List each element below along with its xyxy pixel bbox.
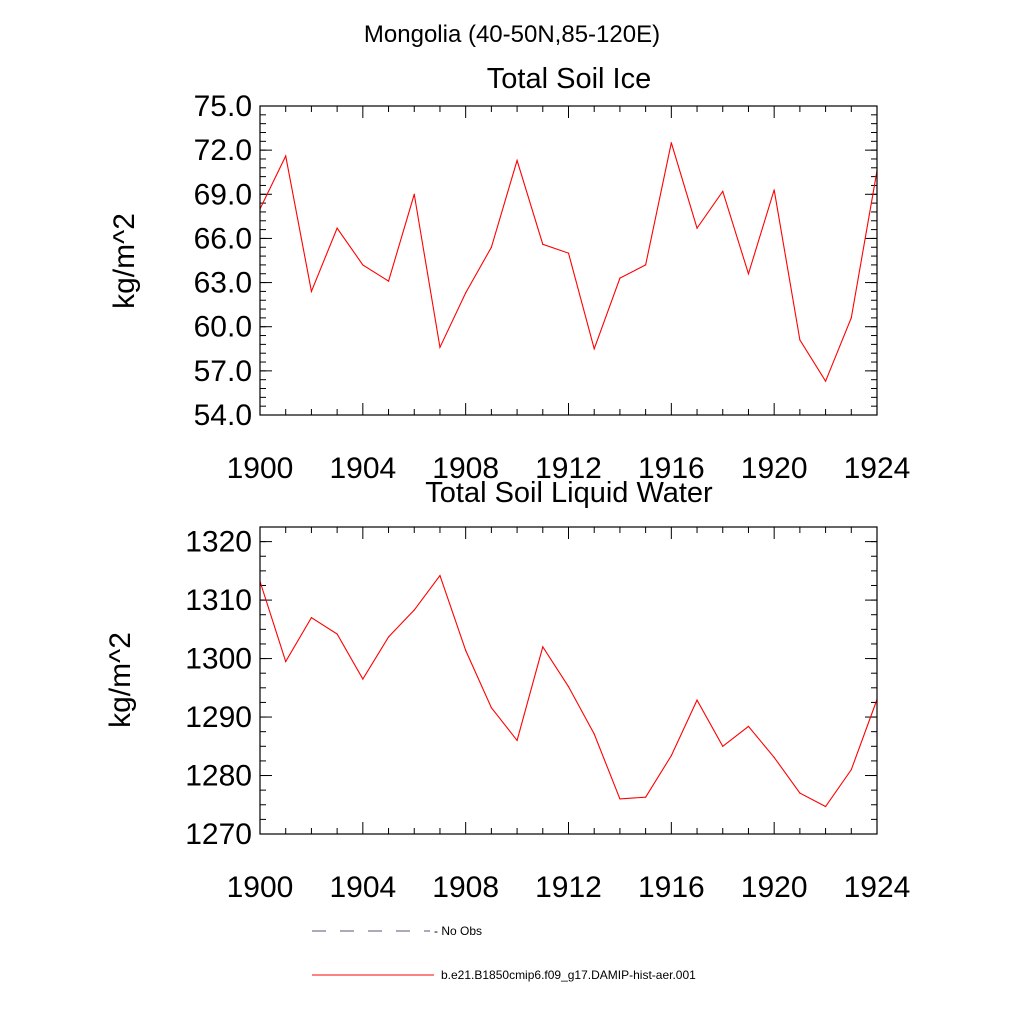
x-tick-label: 1920: [741, 871, 808, 904]
x-tick-label: 1916: [638, 452, 705, 485]
y-tick-label: 60.0: [194, 311, 252, 344]
data-point: [567, 252, 570, 254]
x-tick-label: 1908: [432, 452, 499, 485]
data-point: [490, 246, 492, 248]
data-point: [567, 686, 570, 688]
y-tick-label: 54.0: [194, 399, 252, 432]
legend-label-model: b.e21.B1850cmip6.f09_g17.DAMIP-hist-aer.…: [441, 968, 696, 982]
data-point: [747, 273, 750, 275]
data-point: [465, 292, 467, 294]
x-tick-label: 1912: [535, 452, 602, 485]
data-point: [645, 796, 647, 798]
x-tick-label: 1900: [227, 452, 294, 485]
y-tick-label: 63.0: [194, 267, 252, 300]
x-tick-label: 1920: [741, 452, 808, 485]
y-tick-label: 1270: [185, 818, 252, 851]
data-point: [490, 707, 492, 709]
y-tick-label: 69.0: [194, 178, 252, 211]
series-line: [259, 574, 878, 808]
figure-title: Mongolia (40-50N,85-120E): [364, 21, 660, 48]
x-tick-label: 1904: [329, 871, 396, 904]
x-tick-label: 1900: [227, 871, 294, 904]
panel-title: Total Soil Ice: [487, 63, 651, 95]
data-point: [285, 155, 287, 157]
y-tick-label: 1290: [185, 701, 252, 734]
data-point: [619, 798, 621, 800]
data-point: [362, 264, 364, 266]
data-point: [593, 733, 595, 735]
data-point: [439, 574, 441, 577]
data-point: [722, 745, 724, 747]
y-tick-label: 72.0: [194, 134, 252, 167]
x-tick-label: 1916: [638, 871, 705, 904]
data-point: [670, 755, 672, 757]
plot-frame: [259, 105, 878, 416]
data-point: [413, 193, 415, 195]
data-point: [619, 277, 621, 279]
soil-liquid-water-panel: Total Soil Liquid Water kg/m^2 1900 1904 1…: [104, 477, 910, 904]
panel-title: Total Soil Liquid Water: [425, 477, 713, 509]
data-point: [799, 339, 801, 341]
y-tick-label: 1310: [185, 584, 252, 617]
data-point: [824, 805, 827, 808]
data-point: [542, 243, 544, 245]
data-point: [310, 617, 313, 619]
data-point: [645, 264, 647, 266]
data-point: [285, 660, 287, 663]
data-point: [696, 699, 698, 701]
data-point: [696, 227, 698, 229]
data-point: [413, 609, 415, 611]
y-tick-label: 66.0: [194, 222, 252, 255]
data-point: [516, 739, 518, 742]
y-tick-label: 75.0: [194, 90, 252, 123]
data-point: [542, 646, 544, 648]
x-tick-label: 1924: [844, 871, 911, 904]
x-tick-label: 1912: [535, 871, 602, 904]
data-point: [336, 227, 338, 229]
y-tick-label: 1300: [185, 643, 252, 676]
data-point: [799, 792, 801, 794]
x-tick-label: 1924: [844, 452, 911, 485]
data-point: [722, 190, 724, 192]
data-point: [387, 280, 390, 282]
x-tick-label: 1908: [432, 871, 499, 904]
data-point: [439, 346, 441, 348]
data-point: [362, 678, 364, 680]
y-tick-label: 1320: [185, 526, 252, 559]
data-point: [310, 290, 313, 292]
data-point: [387, 636, 390, 638]
data-point: [336, 633, 338, 635]
legend-label-no-obs: - No Obs: [434, 924, 482, 938]
data-point: [850, 317, 852, 319]
plot-frame: [259, 526, 878, 835]
legend: - No Obs b.e21.B1850cmip6.f09_g17.DAMIP-…: [312, 924, 696, 982]
data-point: [824, 380, 827, 382]
data-point: [465, 649, 467, 651]
data-point: [747, 725, 750, 728]
y-axis-label: kg/m^2: [104, 632, 137, 728]
y-tick-label: 1280: [185, 760, 252, 793]
data-point: [850, 769, 852, 771]
data-point: [670, 142, 672, 144]
data-point: [773, 756, 775, 758]
y-axis-label: kg/m^2: [108, 213, 141, 309]
series-line: [259, 142, 878, 383]
data-point: [773, 189, 775, 191]
data-point: [516, 159, 518, 162]
soil-ice-panel: Total Soil Ice kg/m^2 1900 1904 1908 1912 19…: [108, 63, 910, 485]
x-tick-label: 1904: [329, 452, 396, 485]
y-tick-label: 57.0: [194, 355, 252, 388]
data-point: [593, 348, 595, 350]
